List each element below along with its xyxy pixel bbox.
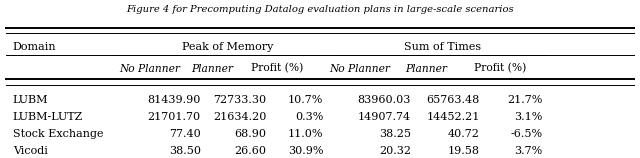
Text: Stock Exchange: Stock Exchange: [13, 129, 103, 140]
Text: Planner: Planner: [191, 64, 234, 74]
Text: 0.3%: 0.3%: [295, 112, 323, 122]
Text: No Planner: No Planner: [119, 64, 180, 74]
Text: 65763.48: 65763.48: [427, 95, 480, 106]
Text: Vicodi: Vicodi: [13, 146, 47, 156]
Text: LUBM: LUBM: [13, 95, 48, 106]
Text: 38.25: 38.25: [379, 129, 411, 140]
Text: 21701.70: 21701.70: [148, 112, 201, 122]
Text: 21.7%: 21.7%: [508, 95, 543, 106]
Text: 40.72: 40.72: [448, 129, 480, 140]
Text: 14907.74: 14907.74: [358, 112, 411, 122]
Text: 68.90: 68.90: [235, 129, 267, 140]
Text: -6.5%: -6.5%: [511, 129, 543, 140]
Text: 81439.90: 81439.90: [147, 95, 201, 106]
Text: 20.32: 20.32: [379, 146, 411, 156]
Text: 14452.21: 14452.21: [427, 112, 480, 122]
Text: Peak of Memory: Peak of Memory: [182, 42, 273, 52]
Text: 19.58: 19.58: [448, 146, 480, 156]
Text: 11.0%: 11.0%: [287, 129, 323, 140]
Text: 3.1%: 3.1%: [515, 112, 543, 122]
Text: LUBM-LUTZ: LUBM-LUTZ: [13, 112, 83, 122]
Text: Planner: Planner: [404, 64, 447, 74]
Text: 3.7%: 3.7%: [515, 146, 543, 156]
Text: 38.50: 38.50: [169, 146, 201, 156]
Text: 21634.20: 21634.20: [213, 112, 267, 122]
Text: 30.9%: 30.9%: [287, 146, 323, 156]
Text: 83960.03: 83960.03: [358, 95, 411, 106]
Text: No Planner: No Planner: [330, 64, 390, 74]
Text: 77.40: 77.40: [169, 129, 201, 140]
Text: Domain: Domain: [13, 42, 56, 52]
Text: 72733.30: 72733.30: [214, 95, 267, 106]
Text: Profit (%): Profit (%): [251, 63, 303, 74]
Text: Figure 4 for Precomputing Datalog evaluation plans in large-scale scenarios: Figure 4 for Precomputing Datalog evalua…: [126, 5, 514, 14]
Text: 10.7%: 10.7%: [288, 95, 323, 106]
Text: 26.60: 26.60: [235, 146, 267, 156]
Text: Sum of Times: Sum of Times: [404, 42, 481, 52]
Text: Profit (%): Profit (%): [474, 63, 526, 74]
